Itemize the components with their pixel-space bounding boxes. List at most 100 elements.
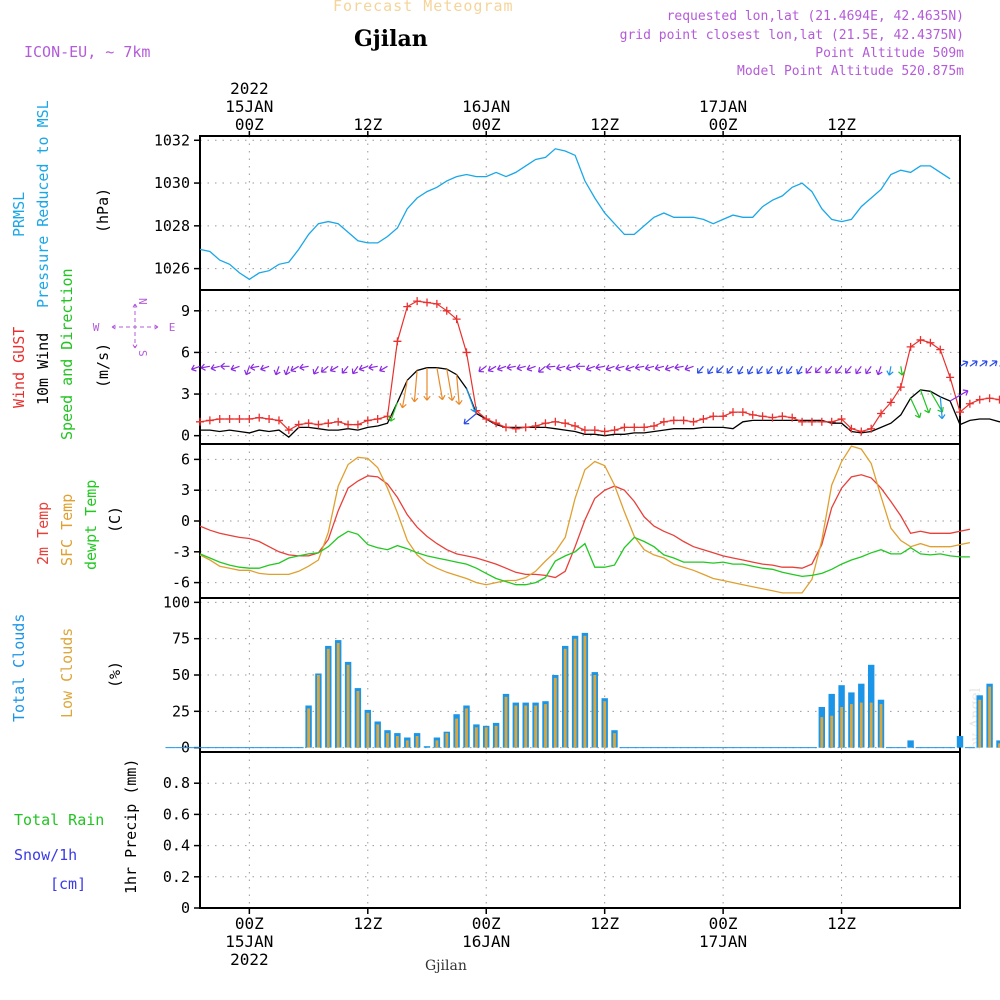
y-tick-label: 3 — [181, 481, 190, 499]
y-tick-label: -3 — [172, 543, 190, 561]
compass-s: S — [136, 350, 149, 357]
wind-direction-arrow — [423, 367, 431, 401]
wind-direction-arrow — [949, 389, 969, 402]
gust-point — [719, 412, 728, 421]
gust-point — [561, 419, 570, 428]
wind-direction-arrow — [865, 365, 872, 375]
gust-point — [590, 426, 599, 435]
point-altitude: Point Altitude 509m — [815, 46, 964, 61]
wind-direction-arrow — [516, 364, 526, 372]
low-clouds-label: Low Clouds — [58, 628, 76, 718]
low-cloud-bar — [859, 702, 863, 748]
gust-point — [936, 345, 945, 354]
snow-unit-label: [cm] — [50, 875, 86, 893]
compass-n: N — [136, 298, 149, 305]
low-cloud-bar — [386, 733, 389, 748]
time-label: 12Z — [827, 914, 856, 933]
total-cloud-bar — [956, 736, 964, 748]
wind-direction-arrow — [969, 360, 978, 367]
gust-point — [827, 417, 836, 426]
wind-direction-arrow — [746, 366, 754, 375]
low-cloud-bar — [998, 743, 1000, 748]
low-cloud-bar — [307, 708, 310, 748]
wind-direction-arrow — [411, 370, 419, 403]
low-cloud-bar — [978, 699, 982, 748]
gust-point — [965, 399, 974, 408]
temp-line-2 — [199, 530, 970, 586]
wind-direction-arrow — [351, 365, 359, 375]
gust-point — [847, 424, 856, 433]
y-tick-label: 0.8 — [163, 774, 190, 792]
y-tick-label: 6 — [181, 450, 190, 468]
wind-direction-arrow — [329, 365, 339, 373]
gust-point — [640, 423, 649, 432]
wind-direction-arrow — [538, 365, 546, 373]
low-cloud-bar — [494, 725, 498, 748]
wind-direction-arrow — [805, 365, 813, 374]
wind-direction-arrow — [674, 363, 684, 371]
gust-point — [432, 299, 441, 308]
wind-direction-arrow — [814, 365, 823, 374]
y-tick-label: 1026 — [154, 260, 190, 278]
wind-direction-arrow — [526, 364, 536, 372]
low-cloud-bar — [376, 724, 380, 748]
pressure-series — [199, 148, 951, 281]
panel-frame — [199, 751, 961, 909]
gust-point — [956, 408, 964, 417]
wind-direction-arrow — [436, 367, 446, 401]
wind-gust-label: Wind GUST — [10, 327, 28, 408]
y-tick-label: 1028 — [154, 217, 190, 235]
wind-direction-arrow — [249, 363, 260, 371]
low-cloud-bar — [405, 740, 409, 748]
gust-point — [274, 416, 283, 425]
wind-direction-arrow — [273, 366, 281, 376]
time-label: 12Z — [590, 115, 619, 134]
wind-direction-arrow — [634, 363, 645, 371]
wind-direction-arrow — [835, 365, 843, 374]
low-cloud-bar — [326, 648, 330, 748]
gust-point — [758, 412, 767, 421]
gust-point — [196, 417, 204, 426]
rain-label: Total Rain — [14, 811, 104, 829]
wind-direction-arrow — [190, 364, 201, 372]
wind-gust-line — [199, 300, 1000, 433]
gust-point — [314, 420, 323, 429]
time-label: 2022 — [230, 79, 269, 98]
gust-point — [235, 415, 244, 424]
gust-point — [215, 415, 224, 424]
wind-direction-arrow — [979, 360, 988, 367]
gust-point — [334, 417, 343, 426]
gust-point — [580, 426, 589, 435]
wind-direction-arrow — [244, 366, 251, 376]
gust-point — [245, 415, 254, 424]
gust-point — [798, 417, 807, 426]
wind-direction-arrow — [487, 365, 497, 373]
y-tick-label: 3 — [181, 385, 190, 403]
compass-rose: W E N S — [93, 298, 176, 357]
gust-point — [225, 415, 234, 424]
wind-unit: (m/s) — [94, 343, 112, 388]
gust-point — [778, 412, 787, 421]
wind-direction-arrow — [855, 365, 862, 375]
time-label: 00Z — [472, 914, 501, 933]
wind-direction-arrow — [368, 363, 378, 371]
wind-direction-arrow — [766, 365, 773, 375]
gust-point — [620, 423, 629, 432]
low-cloud-bar — [563, 648, 567, 748]
time-label: 16JAN — [462, 932, 510, 951]
gust-point — [877, 409, 886, 418]
gust-point — [363, 416, 372, 425]
y-tick-label: 0 — [181, 512, 190, 530]
gust-point — [857, 427, 866, 436]
pressure-unit: (hPa) — [94, 188, 112, 233]
wind-direction-arrow — [989, 360, 998, 367]
temp-dewpt-label: dewpt Temp — [82, 480, 100, 570]
y-tick-label: 0.6 — [163, 805, 190, 823]
pressure-label-1: PRMSL — [10, 192, 28, 237]
temp-line-1 — [199, 445, 971, 594]
wind-direction-arrow — [786, 365, 793, 375]
gust-point — [768, 413, 777, 422]
wind-direction-arrow — [312, 366, 319, 375]
time-label: 00Z — [235, 115, 264, 134]
